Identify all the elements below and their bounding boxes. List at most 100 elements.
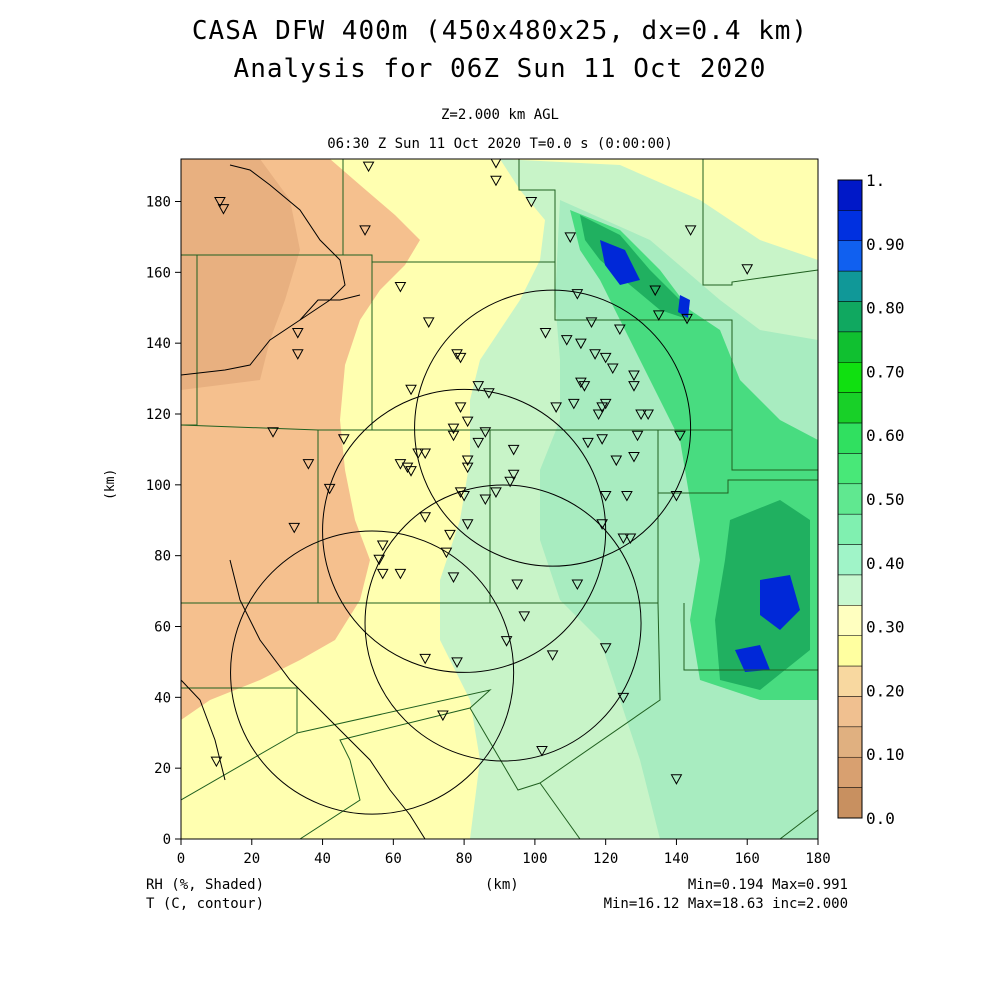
radar-ring (414, 289, 692, 567)
y-tick-label: 20 (154, 761, 171, 777)
station-marker (422, 317, 435, 328)
station-marker (507, 469, 520, 481)
station-marker (741, 264, 754, 275)
station-marker (631, 430, 644, 442)
station-marker (454, 352, 467, 364)
y-axis-label: (km) (103, 468, 118, 500)
station-marker (461, 462, 474, 474)
colorbar-swatch (837, 544, 863, 576)
station-marker (596, 519, 608, 530)
y-tick-label: 160 (146, 265, 171, 281)
station-marker (454, 402, 467, 413)
station-marker (483, 388, 495, 399)
station-marker (362, 161, 375, 173)
station-marker (447, 572, 460, 583)
y-tick-label: 120 (146, 407, 171, 423)
station-marker (575, 377, 587, 389)
colorbar-label: 0.80 (866, 299, 905, 318)
rh-moist-core (580, 215, 810, 690)
station-marker (405, 384, 417, 396)
y-tick-label: 180 (146, 195, 171, 211)
colorbar-label: 0.50 (866, 490, 905, 509)
station-marker (458, 490, 470, 502)
station-marker (214, 197, 226, 208)
station-marker (323, 483, 336, 495)
station-marker (670, 774, 683, 785)
rh-minmax: Min=0.194 Max=0.991 (687, 877, 848, 893)
colorbar-label: 0.90 (866, 235, 905, 254)
station-marker (490, 175, 502, 187)
axis-ticks: 0 20 40 60 80 100 120 140 160 180 0 20 40 60 80 100 120 1… (146, 195, 831, 868)
colorbar-swatch (837, 362, 863, 393)
colorbar-swatch (837, 240, 863, 272)
colorbar-label: 1. (866, 171, 885, 190)
station-marker (592, 409, 605, 421)
radar-range-rings (230, 289, 692, 815)
station-marker (479, 427, 492, 438)
station-marker (461, 519, 474, 530)
station-marker (599, 398, 612, 410)
colorbar-swatch (837, 301, 863, 333)
station-marker (621, 490, 633, 502)
colorbar-swatch (837, 756, 863, 788)
x-tick-label: 0 (177, 851, 185, 867)
station-marker (419, 512, 432, 523)
x-axis-label: (km) (485, 877, 519, 893)
station-marker (401, 462, 414, 474)
x-tick-label: 140 (664, 851, 689, 867)
colorbar-swatch (837, 392, 863, 424)
station-marker (585, 317, 598, 328)
station-marker (525, 197, 538, 208)
station-marker (599, 643, 612, 654)
station-marker (582, 437, 594, 449)
colorbar-swatch (837, 574, 863, 606)
colorbar-swatch (837, 331, 863, 363)
station-marker (288, 522, 301, 534)
station-marker (451, 657, 463, 668)
colorbar-swatch (837, 210, 863, 242)
colorbar: 1. 0.90 0.80 0.70 0.60 0.50 0.40 0.30 0.20 0.10 0.… (837, 171, 905, 828)
station-marker (447, 423, 460, 435)
station-marker (596, 434, 608, 445)
station-marker (394, 568, 407, 580)
station-marker (560, 335, 573, 346)
colorbar-label: 0.10 (866, 745, 905, 764)
station-marker (564, 232, 577, 243)
rh-label: RH (%, Shaded) (146, 877, 265, 893)
x-tick-label: 120 (593, 851, 618, 867)
station-marker (599, 352, 612, 364)
y-tick-label: 80 (154, 549, 171, 565)
colorbar-swatch (837, 453, 863, 485)
station-marker (606, 363, 619, 374)
station-marker (472, 437, 485, 449)
station-marker (599, 490, 612, 502)
colorbar-label: 0.0 (866, 809, 895, 828)
map-area (181, 159, 818, 839)
t-label: T (C, contour) (146, 896, 265, 912)
county-boundaries (181, 159, 818, 839)
y-tick-label: 60 (154, 620, 171, 636)
station-marker (217, 204, 230, 215)
x-tick-label: 60 (385, 851, 402, 867)
station-markers (210, 159, 754, 785)
station-marker (490, 487, 502, 498)
station-marker (628, 370, 640, 382)
station-marker (578, 381, 591, 392)
chart-title: CASA DFW 400m (450x480x25, dx=0.4 km) (191, 16, 809, 46)
colorbar-label: 0.70 (866, 362, 905, 381)
radar-ring (230, 530, 515, 815)
station-marker (461, 455, 474, 467)
station-marker (291, 328, 304, 339)
station-marker (567, 398, 580, 410)
station-marker (635, 409, 647, 421)
station-marker (550, 402, 562, 413)
station-marker (617, 533, 630, 544)
station-marker (359, 225, 371, 236)
station-marker (437, 710, 449, 722)
station-marker (302, 459, 315, 470)
x-tick-label: 40 (314, 851, 331, 867)
station-marker (461, 416, 474, 428)
station-marker (500, 636, 513, 647)
station-marker (628, 381, 640, 392)
colorbar-swatch (837, 179, 863, 211)
